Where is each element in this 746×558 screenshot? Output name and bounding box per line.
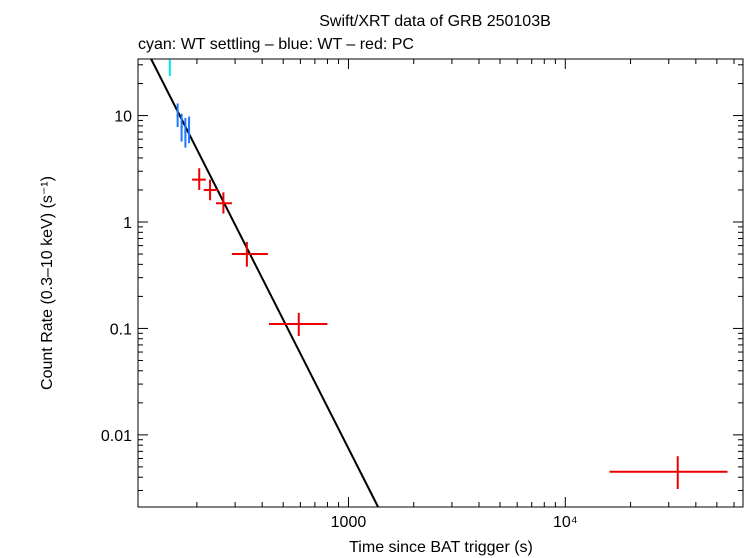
y-axis-label: Count Rate (0.3–10 keV) (s⁻¹): [39, 176, 56, 390]
x-tick-label: 10⁴: [553, 514, 578, 531]
chart-subtitle: cyan: WT settling – blue: WT – red: PC: [138, 36, 414, 53]
x-axis-label: Time since BAT trigger (s): [349, 539, 533, 556]
y-tick-label: 1: [123, 215, 132, 232]
plot-area: 1000 10⁴ 10 1 0.1 0.01: [101, 58, 744, 531]
x-tick-label: 1000: [331, 514, 367, 531]
y-tick-label: 0.01: [101, 428, 132, 445]
y-tick-label: 10: [114, 109, 132, 126]
plot-frame: [137, 58, 744, 508]
chart-title: Swift/XRT data of GRB 250103B: [319, 13, 551, 30]
y-tick-label: 0.1: [110, 321, 132, 338]
